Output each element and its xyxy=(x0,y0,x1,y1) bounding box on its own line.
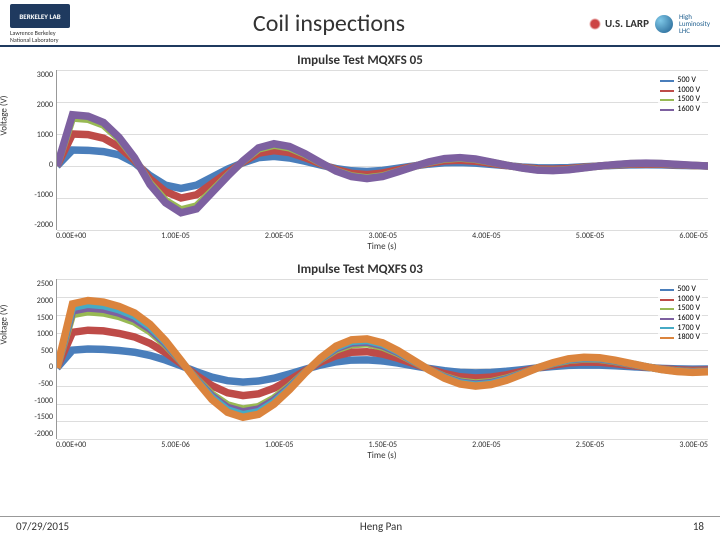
chart1-xticks: 0.00E+00 1.00E-05 2.00E-05 3.00E-05 4.00E-05… xyxy=(56,231,708,241)
gridline xyxy=(57,439,708,440)
ytick: 2000 xyxy=(12,296,53,306)
legend-item: 1600 V xyxy=(660,105,700,115)
ytick: 500 xyxy=(12,346,53,356)
ytick: -1000 xyxy=(12,396,53,406)
xtick: 3.00E-05 xyxy=(369,231,398,241)
chart1-ylabel: Voltage (V) xyxy=(0,96,10,136)
legend-swatch xyxy=(660,337,674,339)
page-title: Coil inspections xyxy=(253,9,405,38)
legend-label: 1600 V xyxy=(677,105,700,115)
xtick: 0.00E+00 xyxy=(56,231,86,241)
xtick: 3.00E-05 xyxy=(679,440,708,450)
chart2-wrap: Impulse Test MQXFS 03 Voltage (V) 250020… xyxy=(12,262,708,461)
hilumi3: LHC xyxy=(679,27,710,34)
chart2-legend: 500 V1000 V1500 V1600 V1700 V1800 V xyxy=(658,283,702,345)
ytick: 2000 xyxy=(12,100,53,110)
footer-date: 07/29/2015 xyxy=(16,520,69,533)
larp-label: U.S. LARP xyxy=(605,17,649,30)
legend-swatch xyxy=(660,299,674,301)
legend-swatch xyxy=(660,90,674,92)
berkeley-sub: Lawrence Berkeley National Laboratory xyxy=(10,30,58,43)
chart2-ylabel: Voltage (V) xyxy=(0,305,10,345)
ytick: -2000 xyxy=(12,429,53,439)
footer-page: 18 xyxy=(693,520,704,533)
xtick: 1.00E-05 xyxy=(265,440,294,450)
chart1-xlabel: Time (s) xyxy=(56,241,708,252)
larp-logo: U.S. LARP xyxy=(588,17,649,31)
xtick: 4.00E-05 xyxy=(472,231,501,241)
chart1-area: Voltage (V) 3000200010000-1000-2000 500 … xyxy=(12,70,708,230)
legend-swatch xyxy=(660,318,674,320)
xtick: 0.00E+00 xyxy=(56,440,86,450)
chart1-plot: 500 V1000 V1500 V1600 V xyxy=(56,70,708,230)
ytick: 1000 xyxy=(12,130,53,140)
hilumi-icon xyxy=(655,15,673,33)
ytick: -2000 xyxy=(12,220,53,230)
larp-icon xyxy=(588,17,602,31)
ytick: 1000 xyxy=(12,329,53,339)
chart1-legend: 500 V1000 V1500 V1600 V xyxy=(658,74,702,116)
slide-header: BERKELEY LAB Lawrence Berkeley National … xyxy=(0,0,720,47)
legend-item: 1800 V xyxy=(660,333,700,343)
legend-swatch xyxy=(660,289,674,291)
chart1-svg xyxy=(57,70,708,230)
berkeley-sub2: National Laboratory xyxy=(10,37,58,44)
ytick: 1500 xyxy=(12,313,53,323)
chart2-svg xyxy=(57,279,708,439)
xtick: 1.50E-05 xyxy=(369,440,398,450)
xtick: 2.00E-05 xyxy=(265,231,294,241)
chart2-xticks: 0.00E+00 5.00E-06 1.00E-05 1.50E-05 2.00E-05… xyxy=(56,440,708,450)
ytick: -500 xyxy=(12,379,53,389)
chart2-yticks: 2500 2000 1500 1000 500 0 -500 -1000 -1500 -2000 xyxy=(12,279,56,439)
legend-swatch xyxy=(660,327,674,329)
legend-swatch xyxy=(660,109,674,111)
ytick: 2500 xyxy=(12,279,53,289)
ytick: 3000 xyxy=(12,70,53,80)
berkeley-logo: BERKELEY LAB Lawrence Berkeley National … xyxy=(10,4,70,43)
ytick: 0 xyxy=(12,160,53,170)
gridline xyxy=(57,230,708,231)
xtick: 5.00E-05 xyxy=(576,231,605,241)
chart1-wrap: Impulse Test MQXFS 05 Voltage (V) 300020… xyxy=(12,53,708,252)
chart2-plot: 500 V1000 V1500 V1600 V1700 V1800 V xyxy=(56,279,708,439)
xtick: 5.00E-06 xyxy=(161,440,190,450)
xtick: 1.00E-05 xyxy=(161,231,190,241)
hilumi-text: High Luminosity LHC xyxy=(679,13,710,34)
legend-swatch xyxy=(660,308,674,310)
xtick: 2.00E-05 xyxy=(472,440,501,450)
ytick: -1000 xyxy=(12,190,53,200)
chart2-area: Voltage (V) 25002000150010005000-500-100… xyxy=(12,279,708,439)
chart1-title: Impulse Test MQXFS 05 xyxy=(12,53,708,68)
xtick: 2.50E-05 xyxy=(576,440,605,450)
berkeley-badge: BERKELEY LAB xyxy=(10,4,70,28)
chart2-xlabel: Time (s) xyxy=(56,450,708,461)
chart2-title: Impulse Test MQXFS 03 xyxy=(12,262,708,277)
right-logos: U.S. LARP High Luminosity LHC xyxy=(588,13,710,34)
chart1-yticks: 3000 2000 1000 0 -1000 -2000 xyxy=(12,70,56,230)
xtick: 6.00E-05 xyxy=(679,231,708,241)
legend-label: 1800 V xyxy=(677,333,700,343)
legend-swatch xyxy=(660,80,674,82)
footer-author: Heng Pan xyxy=(360,520,402,533)
legend-swatch xyxy=(660,99,674,101)
ytick: 0 xyxy=(12,362,53,372)
slide-footer: 07/29/2015 Heng Pan 18 xyxy=(0,516,720,536)
ytick: -1500 xyxy=(12,412,53,422)
series-line xyxy=(57,115,708,213)
